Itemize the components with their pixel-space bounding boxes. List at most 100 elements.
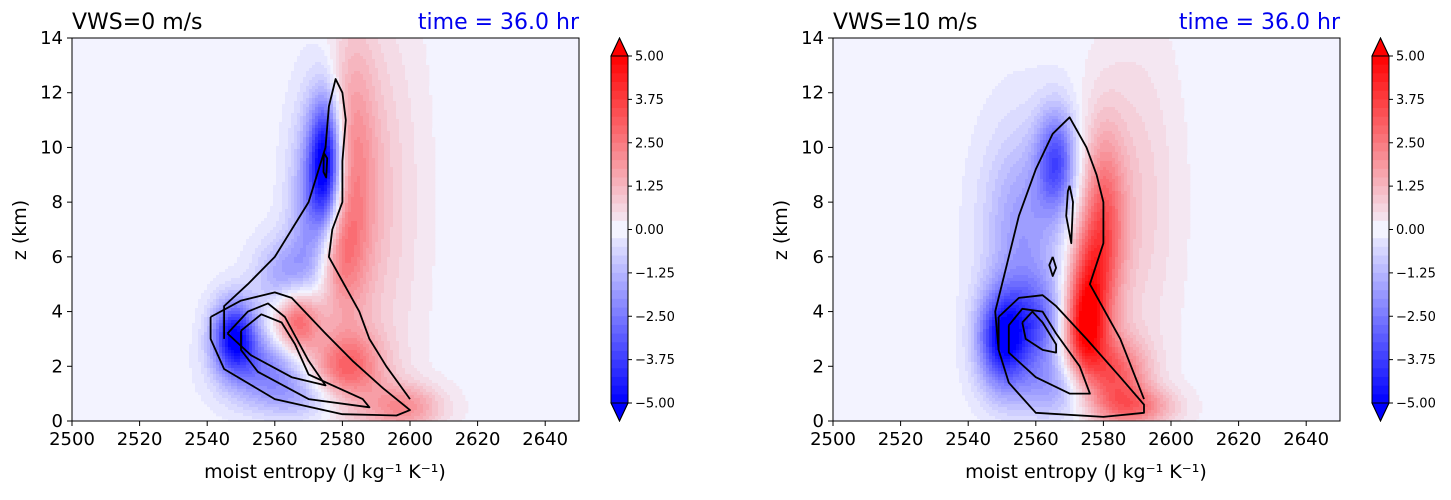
colorbar-level — [611, 203, 628, 212]
colorbar-level — [611, 169, 628, 178]
colorbar-tick-label: −3.75 — [1396, 353, 1436, 368]
colorbar-tick-label: −5.00 — [1396, 397, 1436, 412]
panel-title: VWS=0 m/s — [72, 10, 203, 35]
colorbar-level — [611, 386, 628, 395]
colorbar-level — [1372, 65, 1389, 74]
colorbar-tick-label: −1.25 — [1396, 266, 1436, 281]
colorbar-level — [611, 82, 628, 91]
colorbar-tick-label: 3.75 — [635, 93, 664, 108]
y-tick-label: 10 — [801, 137, 824, 158]
x-tick-label: 2500 — [49, 429, 95, 450]
y-tick-label: 4 — [813, 302, 824, 323]
colorbar-level — [611, 134, 628, 143]
colorbar-level — [1372, 108, 1389, 117]
colorbar-level — [1372, 368, 1389, 377]
colorbar-level — [1372, 247, 1389, 256]
colorbar-level — [611, 308, 628, 317]
colorbar-level — [611, 290, 628, 299]
colorbar-level — [611, 394, 628, 403]
x-tick-label: 2620 — [1216, 429, 1262, 450]
colorbar-max-arrow — [1372, 38, 1389, 56]
x-tick-label: 2500 — [810, 429, 856, 450]
x-tick-label: 2560 — [252, 429, 298, 450]
colorbar-tick-label: 2.50 — [1396, 136, 1425, 151]
colorbar-level — [1372, 186, 1389, 195]
colorbar-tick-label: −1.25 — [635, 266, 675, 281]
x-tick-label: 2540 — [945, 429, 991, 450]
x-tick-label: 2540 — [184, 429, 230, 450]
colorbar-level — [1372, 221, 1389, 230]
colorbar-tick-label: 0.00 — [635, 223, 664, 238]
colorbar-tick-label: 5.00 — [635, 50, 664, 65]
y-tick-label: 6 — [813, 247, 824, 268]
colorbar-level — [611, 351, 628, 360]
colorbar-tick-label: −3.75 — [635, 353, 675, 368]
x-tick-label: 2600 — [1148, 429, 1194, 450]
colorbar-level — [1372, 82, 1389, 91]
colorbar-level — [1372, 360, 1389, 369]
colorbar-tick-label: 0.00 — [1396, 223, 1425, 238]
colorbar-level — [1372, 56, 1389, 65]
colorbar-level — [611, 230, 628, 239]
colorbar-max-arrow — [611, 38, 628, 56]
y-tick-label: 12 — [40, 83, 63, 104]
colorbar-tick-label: 5.00 — [1396, 50, 1425, 65]
colorbar-level — [1372, 282, 1389, 291]
x-tick-label: 2640 — [1283, 429, 1329, 450]
colorbar-level — [611, 91, 628, 100]
colorbar: 5.003.752.501.250.00−1.25−2.50−3.75−5.00 — [611, 38, 675, 421]
colorbar-level — [611, 99, 628, 108]
colorbar-level — [611, 273, 628, 282]
colorbar-tick-label: 3.75 — [1396, 93, 1425, 108]
colorbar-level — [611, 212, 628, 221]
colorbar-tick-label: 1.25 — [1396, 180, 1425, 195]
y-tick-label: 2 — [813, 356, 824, 377]
colorbar-tick-label: −2.50 — [635, 310, 675, 325]
y-axis-label: z (km) — [770, 200, 792, 260]
colorbar-level — [611, 56, 628, 65]
x-tick-label: 2620 — [455, 429, 501, 450]
colorbar-level — [1372, 151, 1389, 160]
x-axis-label: moist entropy (J kg⁻¹ K⁻¹) — [965, 461, 1207, 483]
colorbar-level — [1372, 195, 1389, 204]
colorbar-level — [611, 117, 628, 126]
colorbar-level — [611, 143, 628, 152]
y-tick-label: 12 — [801, 83, 824, 104]
colorbar-level — [1372, 290, 1389, 299]
colorbar-level — [1372, 325, 1389, 334]
colorbar-level — [611, 264, 628, 273]
y-axis-label: z (km) — [9, 200, 31, 260]
colorbar-level — [1372, 316, 1389, 325]
colorbar-level — [611, 334, 628, 343]
colorbar-level — [611, 221, 628, 230]
colorbar-level — [611, 238, 628, 247]
colorbar-level — [1372, 169, 1389, 178]
colorbar-level — [611, 125, 628, 134]
colorbar-tick-label: −2.50 — [1396, 310, 1436, 325]
colorbar-tick-label: 1.25 — [635, 180, 664, 195]
colorbar-level — [611, 282, 628, 291]
colorbar-level — [1372, 264, 1389, 273]
panel-title: VWS=10 m/s — [833, 10, 978, 35]
colorbar-level — [611, 368, 628, 377]
colorbar-level — [1372, 212, 1389, 221]
colorbar-level — [611, 177, 628, 186]
colorbar-tick-label: 2.50 — [635, 136, 664, 151]
colorbar-level — [1372, 273, 1389, 282]
x-tick-label: 2640 — [522, 429, 568, 450]
colorbar-level — [611, 316, 628, 325]
y-tick-label: 14 — [40, 28, 63, 49]
colorbar-level — [611, 256, 628, 265]
colorbar-level — [611, 377, 628, 386]
colorbar-level — [1372, 230, 1389, 239]
x-tick-label: 2580 — [319, 429, 365, 450]
colorbar-min-arrow — [611, 403, 628, 421]
colorbar-level — [1372, 394, 1389, 403]
colorbar-level — [1372, 91, 1389, 100]
colorbar-level — [1372, 203, 1389, 212]
